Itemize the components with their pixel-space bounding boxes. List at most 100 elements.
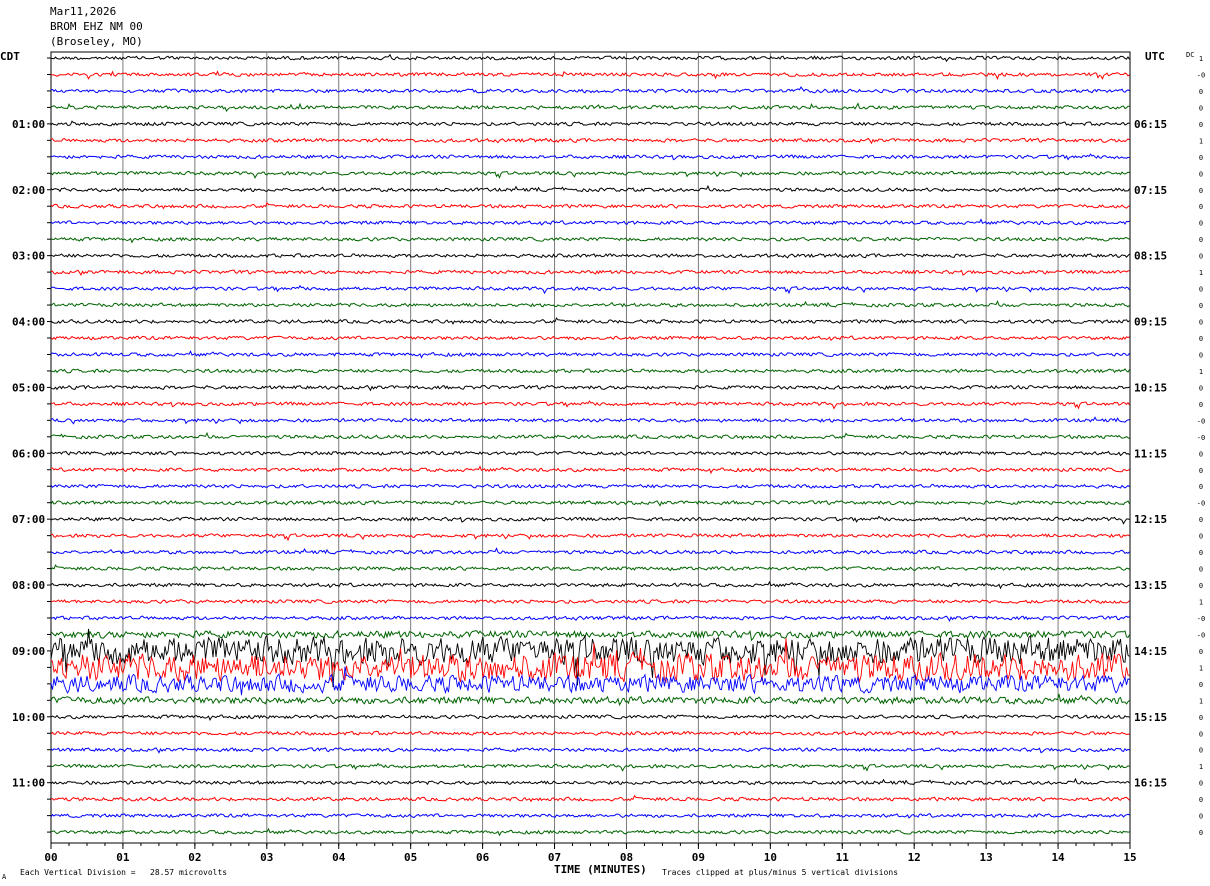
left-hour-label: 09:00 [12, 645, 45, 658]
trace-line [50, 120, 1130, 127]
left-hour-label: 03:00 [12, 250, 45, 263]
dc-offset-label: 0 [1199, 121, 1203, 129]
trace-line [50, 666, 1130, 696]
trace-line [50, 827, 1130, 837]
left-hour-label: 06:00 [12, 447, 45, 460]
dc-offset-label: -0 [1197, 615, 1205, 623]
dc-offset-label: 1 [1199, 269, 1203, 277]
left-hour-label: 08:00 [12, 579, 45, 592]
trace-line [50, 638, 1130, 684]
dc-offset-label: 0 [1199, 829, 1203, 837]
x-tick-label: 02 [188, 851, 201, 864]
dc-offset-label: -0 [1197, 417, 1205, 425]
trace-line [50, 416, 1130, 425]
trace-line [50, 628, 1130, 688]
dc-offset-label: 0 [1199, 747, 1203, 755]
trace-line [50, 236, 1130, 244]
dc-offset-label: 0 [1199, 533, 1203, 541]
dc-offset-label: 0 [1199, 582, 1203, 590]
trace-line [50, 730, 1130, 737]
trace-line [50, 431, 1130, 441]
dc-offset-label: 1 [1199, 368, 1203, 376]
right-hour-label: 14:15 [1134, 645, 1167, 658]
trace-line [50, 533, 1130, 542]
trace-line [50, 137, 1130, 145]
dc-offset-label: 0 [1199, 796, 1203, 804]
trace-line [50, 615, 1130, 623]
dc-offset-label: 0 [1199, 813, 1203, 821]
dc-offset-label: 0 [1199, 467, 1203, 475]
dc-offset-label: 0 [1199, 286, 1203, 294]
left-hour-label: 11:00 [12, 777, 45, 790]
right-hour-label: 16:15 [1134, 777, 1167, 790]
trace-line [50, 384, 1130, 392]
dc-offset-label: 0 [1199, 236, 1203, 244]
x-tick-label: 01 [116, 851, 130, 864]
plot-frame [50, 51, 1131, 844]
x-tick-label: 03 [260, 851, 273, 864]
trace-line [50, 580, 1130, 590]
dc-offset-label: 1 [1199, 763, 1203, 771]
trace-line [50, 813, 1130, 819]
right-hour-label: 10:15 [1134, 381, 1167, 394]
dc-offset-label: 0 [1199, 401, 1203, 409]
x-tick-label: 00 [44, 851, 57, 864]
trace-line [50, 794, 1130, 803]
dc-offset-label: 0 [1199, 220, 1203, 228]
trace-line [50, 70, 1130, 81]
left-hour-label: 07:00 [12, 513, 45, 526]
right-hour-label: 09:15 [1134, 316, 1167, 329]
x-tick-label: 05 [404, 851, 417, 864]
x-tick-label: 04 [332, 851, 346, 864]
left-timezone-label: CDT [0, 50, 20, 63]
x-tick-label: 11 [836, 851, 850, 864]
dc-offset-label: 0 [1199, 384, 1203, 392]
trace-line [50, 335, 1130, 341]
x-tick-label: 09 [692, 851, 705, 864]
dc-offset-label: 0 [1199, 170, 1203, 178]
trace-line [50, 499, 1130, 507]
dc-offset-label: 1 [1199, 137, 1203, 145]
dc-offset-label: 1 [1199, 599, 1203, 607]
trace-line [50, 284, 1130, 295]
dc-offset-label: -0 [1197, 71, 1205, 79]
dc-offset-label: -0 [1197, 500, 1205, 508]
dc-offset-label: 0 [1199, 780, 1203, 788]
dc-offset-label: 1 [1199, 697, 1203, 705]
trace-line [50, 564, 1130, 572]
trace-line [50, 252, 1130, 259]
dc-offset-label: 1 [1199, 664, 1203, 672]
x-tick-label: 08 [620, 851, 633, 864]
scale-note: Each Vertical Division = 28.57 microvolt… [20, 868, 227, 877]
trace-line [50, 269, 1130, 277]
right-hour-label: 11:15 [1134, 447, 1167, 460]
trace-line [51, 53, 1130, 63]
trace-line [50, 515, 1130, 525]
dc-label: DC [1186, 51, 1194, 59]
left-hour-label: 04:00 [12, 316, 45, 329]
right-hour-label: 06:15 [1134, 118, 1167, 131]
dc-offset-label: 0 [1199, 730, 1203, 738]
dc-offset-label: 0 [1199, 335, 1203, 343]
right-hour-label: 08:15 [1134, 250, 1167, 263]
x-tick-label: 10 [764, 851, 777, 864]
dc-offset-label: 1 [1199, 55, 1203, 63]
trace-line [50, 86, 1130, 94]
trace-line [50, 547, 1130, 556]
trace-line [50, 629, 1130, 642]
trace-line [50, 400, 1130, 410]
header-date: Mar11,2026 [50, 5, 117, 18]
right-timezone-label: UTC [1145, 50, 1165, 63]
trace-line [50, 153, 1130, 161]
trace-line [50, 599, 1130, 604]
dc-offset-label: 0 [1199, 648, 1203, 656]
dc-offset-label: 0 [1199, 88, 1203, 96]
dc-offset-label: 0 [1199, 104, 1203, 112]
trace-line [50, 714, 1130, 722]
dc-offset-label: 0 [1199, 351, 1203, 359]
dc-offset-label: 0 [1199, 714, 1203, 722]
left-hour-label: 05:00 [12, 381, 45, 394]
trace-line [50, 762, 1130, 772]
right-hour-label: 12:15 [1134, 513, 1167, 526]
